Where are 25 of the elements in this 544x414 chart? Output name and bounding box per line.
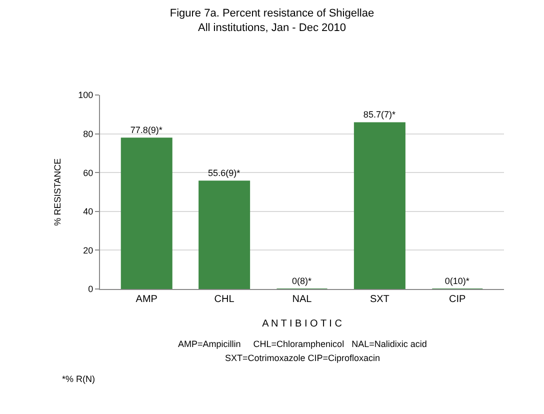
y-tick-label: 0 — [88, 284, 94, 294]
y-axis-title: % RESISTANCE — [52, 158, 63, 226]
y-tick-label: 80 — [83, 128, 94, 139]
data-label: 85.7(7)* — [363, 110, 396, 120]
data-label: 0(10)* — [444, 276, 470, 286]
text: *% R(N) — [62, 374, 95, 384]
y-tick-label: 40 — [83, 206, 94, 217]
text: AMP=Ampicillin CHL=Chloramphenicol NAL=Nalidixic acid — [178, 339, 427, 349]
data-label: 0(8)* — [292, 276, 312, 286]
x-tick-label: AMP — [136, 294, 158, 305]
x-tick-label: NAL — [292, 294, 312, 305]
bar — [120, 138, 172, 289]
y-tick-label: 60 — [83, 168, 94, 178]
x-tick-label: SXT — [370, 294, 390, 305]
y-tick-label: 20 — [83, 245, 94, 256]
x-axis-title: A N T I B I O T I C — [262, 318, 342, 330]
data-label: 55.6(9)* — [208, 168, 241, 178]
chart-title: Figure 7a. Percent resistance of Shigellae All institutions, Jan - Dec 2010 — [170, 8, 374, 34]
text: SXT=Cotrimoxazole CIP=Ciprofloxacin — [225, 353, 380, 363]
data-label: 77.8(9)* — [130, 125, 163, 136]
x-tick-label: CIP — [449, 294, 466, 305]
bar — [354, 122, 406, 289]
bar — [198, 180, 250, 289]
x-tick-label: CHL — [214, 294, 235, 305]
y-tick-label: 100 — [78, 90, 94, 100]
